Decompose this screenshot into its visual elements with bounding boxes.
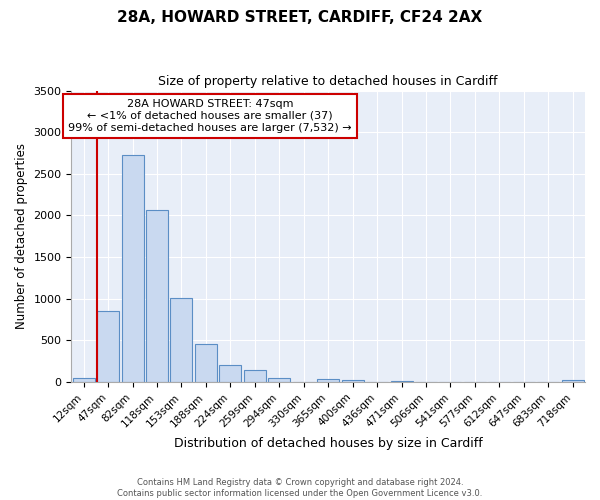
Bar <box>268 378 290 382</box>
Bar <box>341 380 364 382</box>
Bar <box>73 378 95 382</box>
Bar <box>244 370 266 382</box>
Y-axis label: Number of detached properties: Number of detached properties <box>15 144 28 330</box>
Bar <box>195 344 217 382</box>
Bar <box>122 154 143 382</box>
Text: 28A, HOWARD STREET, CARDIFF, CF24 2AX: 28A, HOWARD STREET, CARDIFF, CF24 2AX <box>118 10 482 25</box>
X-axis label: Distribution of detached houses by size in Cardiff: Distribution of detached houses by size … <box>174 437 482 450</box>
Bar <box>146 210 168 382</box>
Text: 28A HOWARD STREET: 47sqm
← <1% of detached houses are smaller (37)
99% of semi-d: 28A HOWARD STREET: 47sqm ← <1% of detach… <box>68 100 352 132</box>
Bar <box>317 379 339 382</box>
Bar <box>562 380 584 382</box>
Bar <box>97 312 119 382</box>
Bar <box>170 298 193 382</box>
Title: Size of property relative to detached houses in Cardiff: Size of property relative to detached ho… <box>158 75 498 88</box>
Text: Contains HM Land Registry data © Crown copyright and database right 2024.
Contai: Contains HM Land Registry data © Crown c… <box>118 478 482 498</box>
Bar <box>220 364 241 382</box>
Bar <box>391 381 413 382</box>
